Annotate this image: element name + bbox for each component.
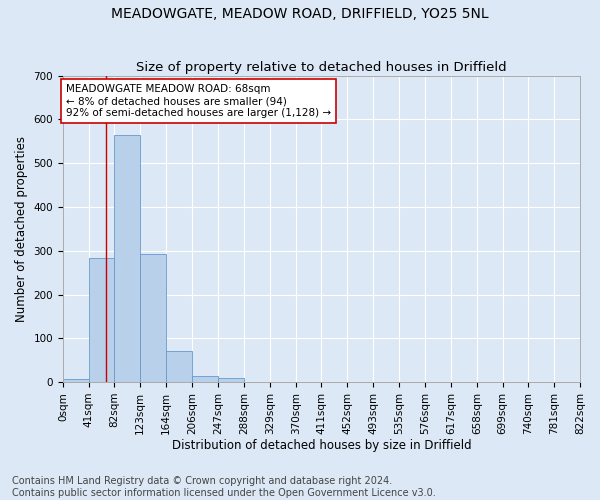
Title: Size of property relative to detached houses in Driffield: Size of property relative to detached ho…	[136, 62, 507, 74]
X-axis label: Distribution of detached houses by size in Driffield: Distribution of detached houses by size …	[172, 440, 471, 452]
Bar	[193, 376, 218, 382]
Text: MEADOWGATE, MEADOW ROAD, DRIFFIELD, YO25 5NL: MEADOWGATE, MEADOW ROAD, DRIFFIELD, YO25…	[111, 8, 489, 22]
Bar	[115, 135, 140, 382]
Bar	[218, 378, 244, 382]
Bar	[89, 258, 115, 382]
Bar	[140, 254, 166, 382]
Bar	[63, 378, 89, 382]
Bar	[166, 352, 193, 382]
Text: MEADOWGATE MEADOW ROAD: 68sqm
← 8% of detached houses are smaller (94)
92% of se: MEADOWGATE MEADOW ROAD: 68sqm ← 8% of de…	[66, 84, 331, 117]
Text: Contains HM Land Registry data © Crown copyright and database right 2024.
Contai: Contains HM Land Registry data © Crown c…	[12, 476, 436, 498]
Y-axis label: Number of detached properties: Number of detached properties	[15, 136, 28, 322]
